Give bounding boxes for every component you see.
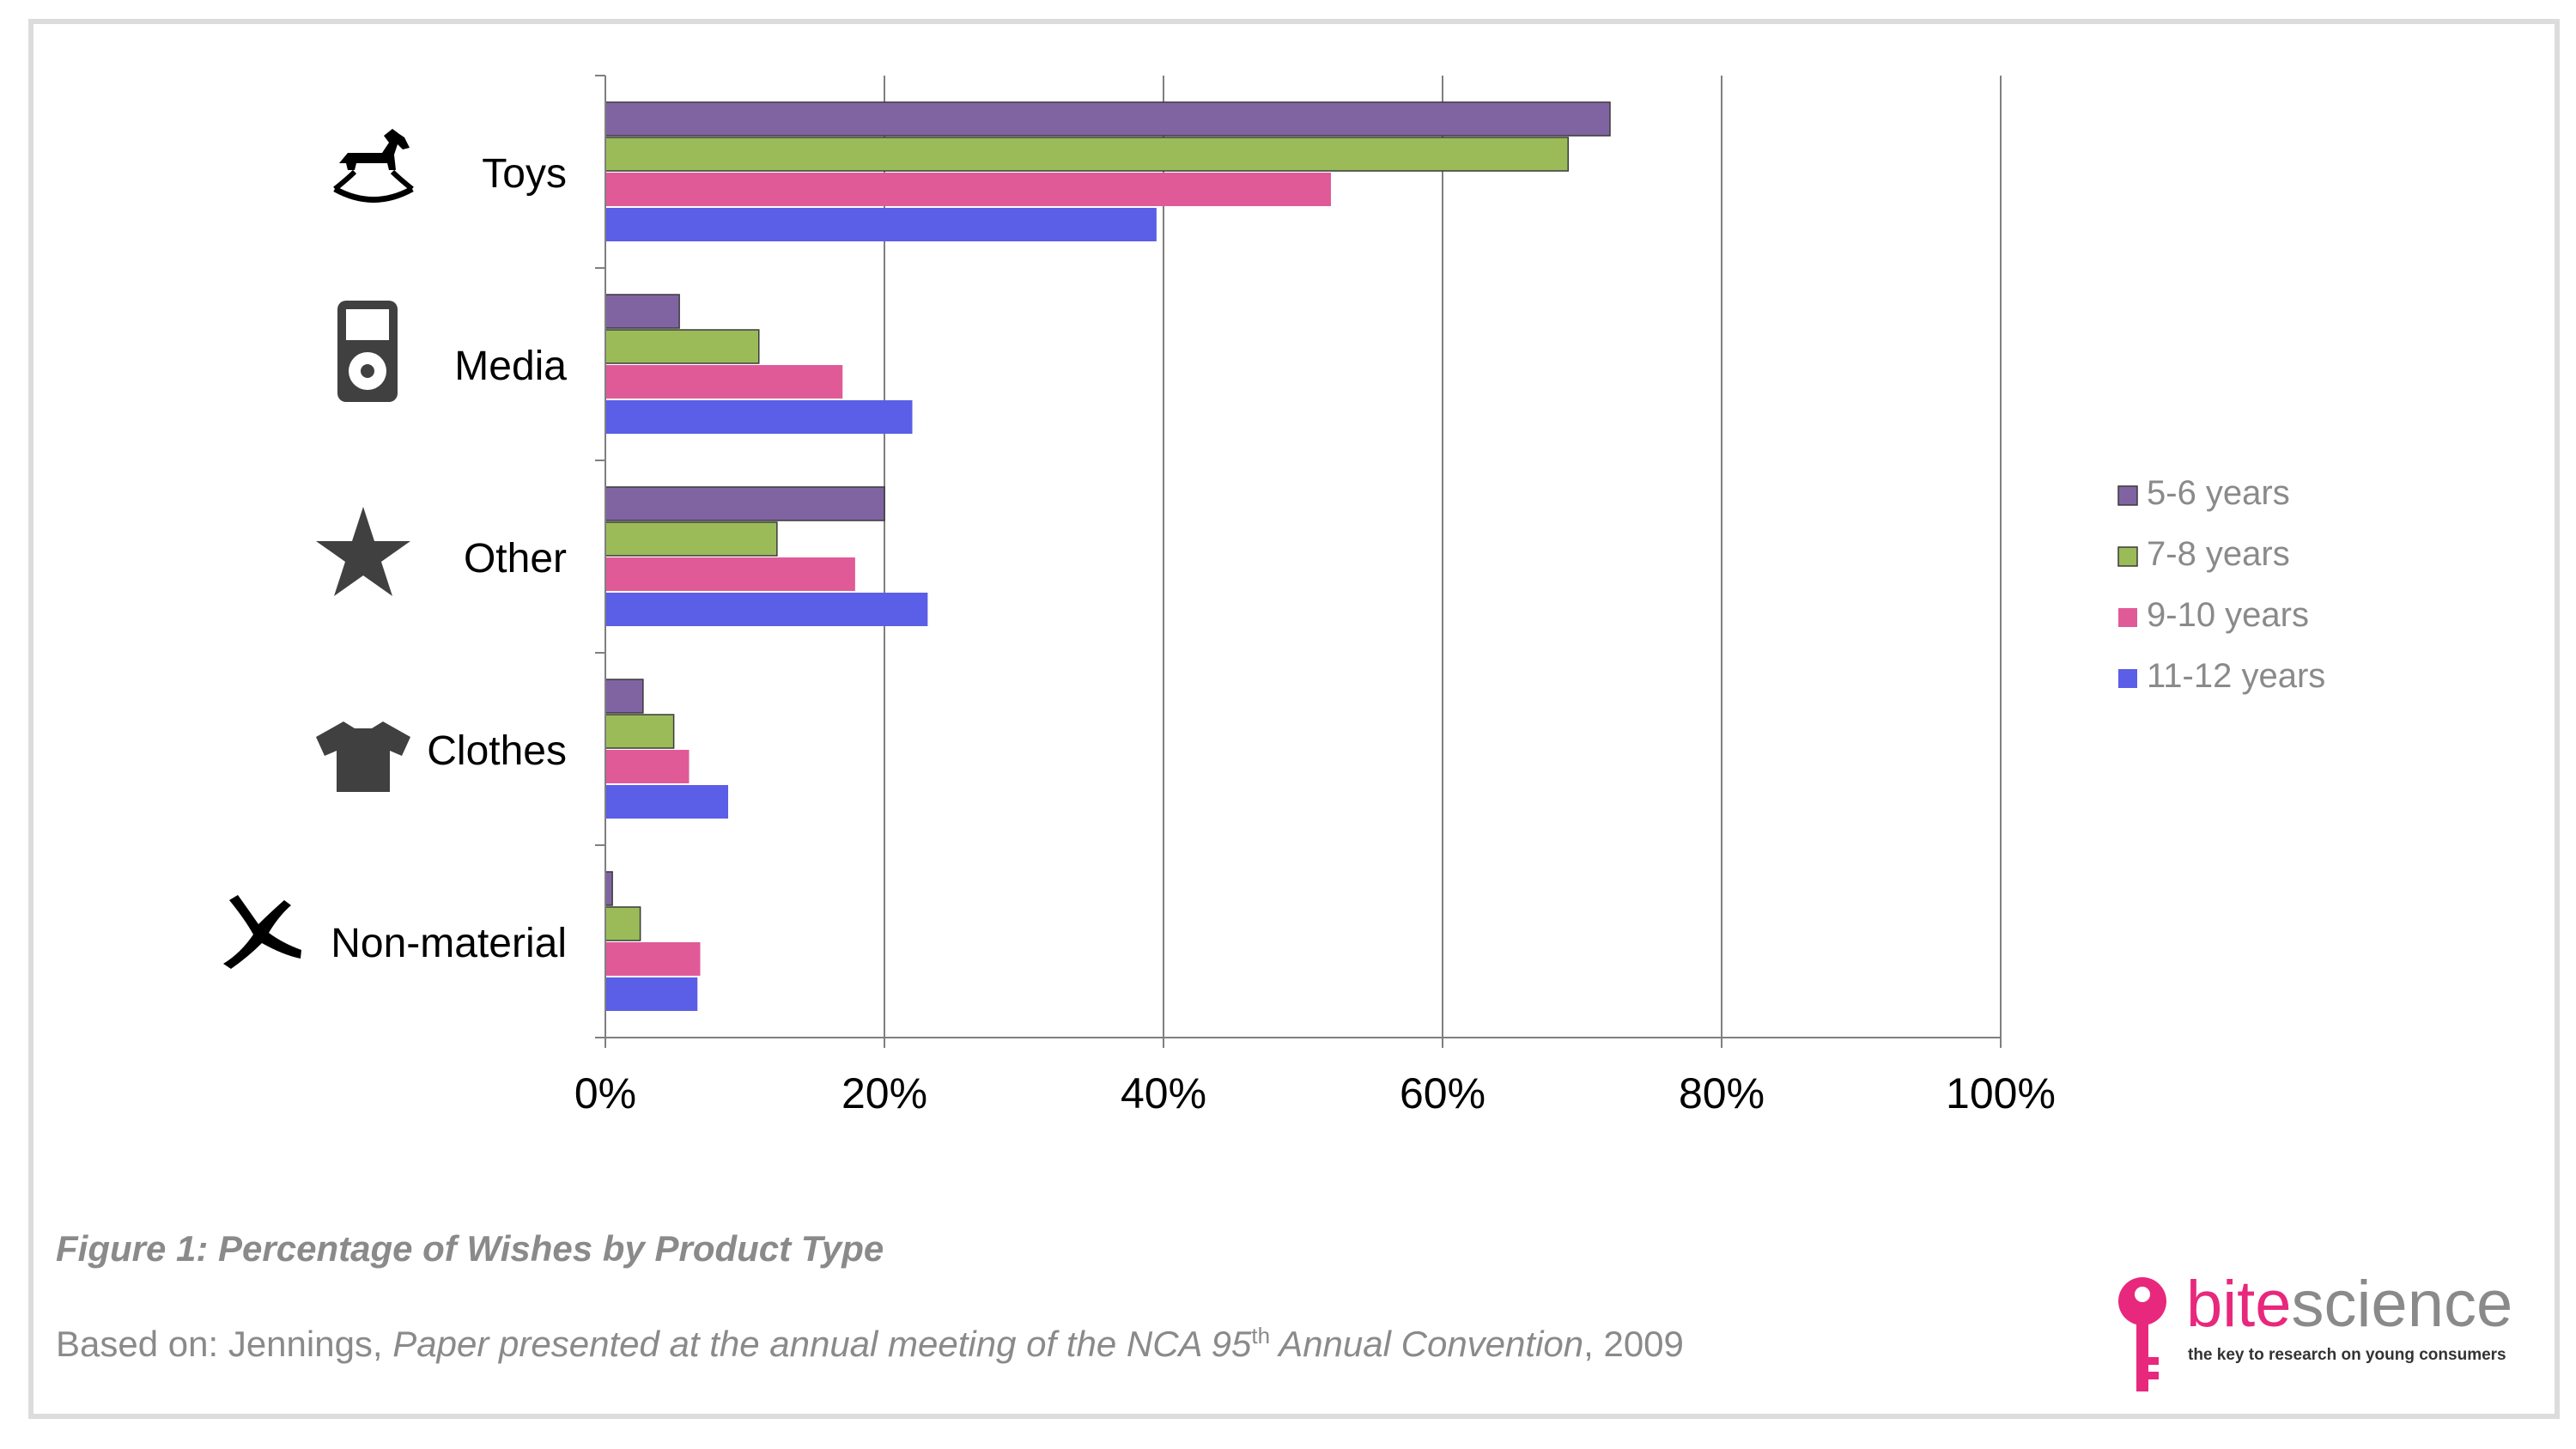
logo-word-science: science [2291,1268,2513,1341]
category-label: Clothes [427,728,567,774]
bar [605,365,843,399]
key-icon [2118,1277,2166,1391]
bar-chart: 0% 20% 40% 60% 80% 100% Toys Media Other Clothes… [223,75,2325,1117]
x-tick-label: 60% [1400,1069,1485,1117]
bar [605,977,698,1011]
bar [605,521,778,557]
category-labels: Toys Media Other Clothes Non-material [331,151,567,966]
legend-swatch [2118,669,2137,688]
category-label: Non-material [331,921,567,966]
bars [605,101,1611,1011]
legend-label: 11-12 years [2147,657,2325,695]
rocking-horse-icon [333,129,414,203]
legend-label: 9-10 years [2147,596,2309,634]
figure-frame [28,19,2560,1419]
bar [605,329,760,364]
tshirt-icon [316,721,410,792]
source-title-part1: Paper presented at the annual meeting of… [392,1324,1252,1364]
bar [605,679,644,714]
star-icon [316,507,410,596]
logo-tagline: the key to research on young consumers [2188,1346,2506,1364]
legend-label: 5-6 years [2147,474,2290,512]
source-note: Based on: Jennings, Paper presented at t… [56,1323,1684,1365]
figure-caption: Figure 1: Percentage of Wishes by Produc… [56,1228,884,1269]
x-tick-label: 20% [841,1069,927,1117]
bar [605,750,690,783]
bar [605,400,913,434]
logo-wordmark: bitescience [2186,1267,2512,1342]
bar [605,208,1157,241]
bar [605,942,701,976]
category-label: Media [454,344,567,389]
x-tick-label: 80% [1679,1069,1765,1117]
bar [605,173,1331,206]
x-mark-icon [223,895,301,969]
bar [605,557,855,591]
x-tick-label: 100% [1946,1069,2056,1117]
bar [605,294,680,329]
media-player-icon [337,301,398,402]
category-label: Toys [482,151,567,197]
bar [605,101,1611,137]
bitescience-logo: bitescience the key to research on young… [2112,1267,2524,1396]
legend-swatch [2117,485,2138,506]
bar [605,486,885,521]
legend-swatch [2117,546,2138,567]
logo-word-bite: bite [2186,1268,2292,1341]
x-tick-label: 0% [574,1069,636,1117]
source-title-part2: Annual Convention [1270,1324,1584,1364]
category-label: Other [464,536,567,581]
source-suffix: , 2009 [1583,1324,1684,1364]
x-tick-label: 40% [1121,1069,1206,1117]
bar [605,871,613,906]
bar [605,906,641,941]
bar [605,714,675,749]
bar [605,785,728,819]
axes: 0% 20% 40% 60% 80% 100% [574,75,2056,1117]
category-icons [223,129,414,969]
legend: 5-6 years 7-8 years 9-10 years 11-12 years [2117,474,2325,695]
source-superscript: th [1251,1323,1271,1349]
source-prefix: Based on: Jennings, [56,1324,393,1364]
legend-label: 7-8 years [2147,535,2290,573]
bar [605,593,928,626]
bar [605,137,1569,172]
legend-swatch [2118,608,2137,627]
